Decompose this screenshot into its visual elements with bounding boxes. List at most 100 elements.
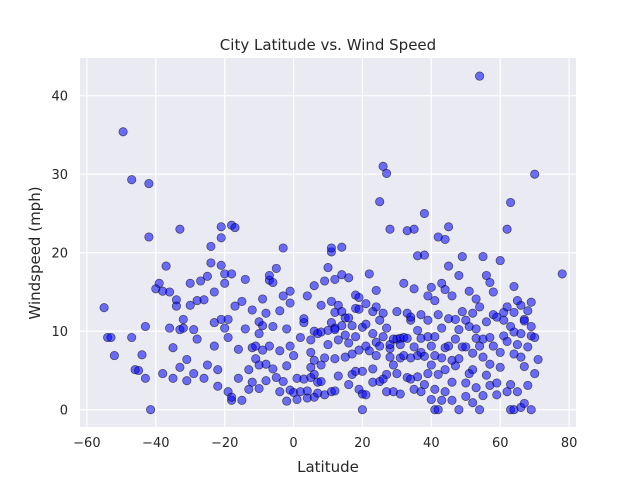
data-point <box>395 389 405 399</box>
data-point <box>282 324 292 334</box>
data-point <box>199 373 209 383</box>
data-point <box>454 270 464 281</box>
data-point <box>488 287 498 297</box>
data-point <box>292 394 302 405</box>
data-point <box>316 376 326 387</box>
data-point <box>247 377 257 387</box>
data-point <box>268 364 278 374</box>
data-point <box>492 378 502 388</box>
data-point <box>344 313 354 323</box>
data-point <box>223 332 233 343</box>
data-point <box>244 365 254 375</box>
data-point <box>471 383 481 393</box>
data-point <box>299 314 309 324</box>
data-point <box>206 241 216 251</box>
data-point <box>357 405 367 415</box>
data-point <box>475 405 485 415</box>
data-point <box>526 321 536 332</box>
data-point <box>209 287 219 297</box>
data-point <box>516 352 526 362</box>
data-point <box>519 361 529 372</box>
data-point <box>316 300 326 310</box>
data-point <box>264 341 274 351</box>
data-point <box>278 291 288 301</box>
data-point <box>285 298 295 308</box>
data-point <box>526 297 536 307</box>
data-point <box>268 277 278 288</box>
data-point <box>371 302 381 312</box>
data-point <box>354 292 364 303</box>
data-point <box>423 291 433 301</box>
data-point <box>337 242 347 252</box>
data-point <box>354 345 364 355</box>
data-point <box>454 354 464 364</box>
data-point <box>275 387 285 397</box>
data-point <box>309 355 319 365</box>
data-point <box>168 343 178 353</box>
data-point <box>254 329 264 339</box>
data-point <box>106 332 116 343</box>
data-point <box>361 390 371 400</box>
data-point <box>233 344 243 354</box>
data-point <box>382 323 392 333</box>
data-point <box>140 321 150 332</box>
x-tick-label: 20 <box>354 436 371 451</box>
data-point <box>481 370 491 380</box>
data-point <box>144 232 154 242</box>
data-point <box>333 335 343 345</box>
data-point <box>220 278 230 288</box>
data-point <box>530 332 540 343</box>
data-point <box>512 387 522 397</box>
data-point <box>330 386 340 396</box>
x-tick-label: 40 <box>423 436 440 451</box>
data-point <box>368 329 378 339</box>
data-point <box>471 324 481 334</box>
data-point <box>437 395 447 405</box>
data-point <box>492 390 502 400</box>
y-axis-label: Windspeed (mph) <box>26 186 44 319</box>
data-point <box>375 341 385 351</box>
data-point <box>330 354 340 364</box>
data-point <box>361 319 371 329</box>
data-point <box>216 233 226 243</box>
data-point <box>478 352 488 362</box>
data-point <box>347 349 357 359</box>
data-point <box>433 405 443 415</box>
x-tick-label: 0 <box>289 436 297 451</box>
data-point <box>450 334 460 344</box>
data-point <box>375 197 385 207</box>
data-point <box>220 323 230 333</box>
data-point <box>399 278 409 288</box>
data-point <box>344 273 354 283</box>
data-point <box>440 387 450 397</box>
data-point <box>530 169 540 179</box>
data-point <box>213 365 223 375</box>
data-point <box>333 371 343 381</box>
data-point <box>320 353 330 363</box>
data-point <box>230 223 240 233</box>
data-point <box>423 369 433 379</box>
data-point <box>419 250 429 260</box>
data-point <box>192 334 202 344</box>
data-point <box>330 274 340 284</box>
data-point <box>168 373 178 383</box>
data-point <box>258 345 268 355</box>
data-point <box>118 127 128 137</box>
x-tick-label: −60 <box>73 436 100 451</box>
data-point <box>351 332 361 342</box>
y-tick-label: 20 <box>51 247 68 262</box>
data-point <box>413 372 423 382</box>
data-point <box>419 351 429 361</box>
data-point <box>468 398 478 408</box>
data-point <box>468 348 478 358</box>
data-point <box>385 352 395 362</box>
data-point <box>430 332 440 342</box>
data-point <box>347 321 357 331</box>
data-point <box>337 321 347 331</box>
data-point <box>464 286 474 296</box>
data-point <box>178 323 188 333</box>
data-point <box>519 398 529 408</box>
x-axis-ticks: −60 −40 −20 0 20 40 60 80 <box>73 436 577 451</box>
data-point <box>199 295 209 305</box>
data-point <box>364 346 374 356</box>
